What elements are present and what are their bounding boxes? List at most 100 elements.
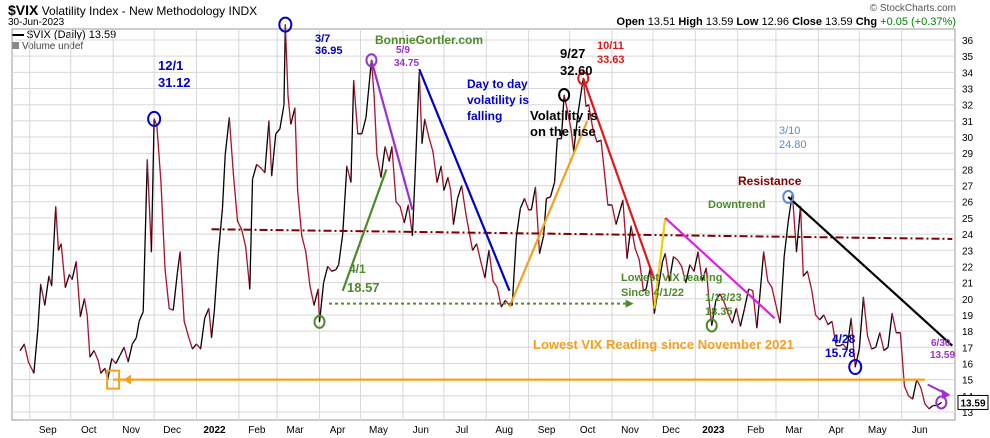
- vix-point: [51, 285, 53, 287]
- vix-point: [715, 299, 717, 301]
- vix-point: [200, 348, 202, 350]
- vix-point: [891, 312, 893, 314]
- vix-segment: [854, 348, 860, 368]
- vix-segment: [164, 269, 170, 309]
- vix-segment: [264, 120, 270, 173]
- x-tick-label: Feb: [747, 425, 765, 436]
- vix-point: [668, 280, 670, 282]
- vix-point: [176, 272, 178, 274]
- vix-segment: [131, 337, 137, 345]
- vix-point: [827, 324, 829, 326]
- vix-point: [127, 361, 129, 363]
- vix-point: [895, 332, 897, 334]
- vix-point: [795, 251, 798, 253]
- annotation-label: 13.59: [930, 350, 955, 361]
- vix-segment: [50, 206, 57, 286]
- marker-square: [106, 369, 121, 390]
- vix-segment: [79, 298, 86, 317]
- vix-point: [217, 252, 219, 255]
- marker-circle: [558, 87, 571, 102]
- vix-segment: [573, 114, 579, 152]
- annotation-label: Since 4/1/22: [621, 287, 684, 299]
- vix-segment: [271, 133, 277, 176]
- vix-segment: [758, 251, 765, 299]
- vix-segment: [208, 308, 213, 338]
- vix-segment: [858, 297, 865, 349]
- vix-segment: [480, 261, 486, 278]
- vix-point: [432, 151, 434, 153]
- vix-segment: [697, 251, 703, 282]
- vix-segment: [611, 204, 617, 225]
- vix-point: [815, 314, 817, 316]
- vix-point: [592, 128, 594, 130]
- y-tick-label: 31: [962, 117, 974, 128]
- vix-point: [638, 259, 640, 261]
- vix-point: [44, 304, 46, 306]
- vix-segment: [287, 96, 292, 125]
- vix-segment: [93, 350, 99, 361]
- vix-point: [731, 322, 733, 324]
- vix-segment: [775, 305, 781, 324]
- vix-segment: [111, 358, 117, 364]
- annotation-label: 33.63: [597, 54, 625, 66]
- vix-segment: [224, 117, 230, 155]
- vix-point: [476, 243, 478, 245]
- annotation-label: Volatility is: [530, 108, 598, 123]
- vix-segment: [519, 198, 526, 209]
- vix-segment: [365, 60, 373, 118]
- vix-segment: [204, 308, 210, 319]
- vix-point: [421, 142, 423, 145]
- vix-point: [384, 146, 386, 148]
- vix-point: [342, 233, 344, 235]
- vix-point: [428, 136, 430, 138]
- open-value: 13.51: [647, 16, 676, 28]
- vix-point: [210, 337, 213, 339]
- vix-point: [353, 79, 355, 82]
- vix-segment: [492, 280, 498, 288]
- vix-segment: [183, 321, 189, 337]
- vix-segment: [771, 287, 777, 306]
- vix-segment: [862, 297, 869, 337]
- chart-title: $VIX Volatility Index - New Methodology …: [8, 2, 257, 18]
- x-tick-label: Jun: [413, 425, 429, 436]
- vix-point: [447, 176, 449, 179]
- legend-series: $VIX (Daily) 13.59: [12, 29, 116, 41]
- vix-segment: [452, 198, 459, 225]
- vix-segment: [191, 343, 197, 350]
- vix-point: [553, 181, 556, 183]
- vix-point: [563, 94, 565, 96]
- x-tick-label: 2022: [203, 425, 226, 436]
- vix-segment: [309, 285, 315, 306]
- vix-point: [301, 235, 303, 237]
- vix-segment: [604, 179, 609, 206]
- vix-segment: [168, 307, 174, 311]
- vix-segment: [626, 225, 632, 259]
- vix-point: [634, 248, 636, 250]
- vix-segment: [142, 159, 148, 312]
- vix-point: [380, 176, 382, 179]
- vix-segment: [331, 269, 337, 272]
- vix-point: [60, 243, 62, 245]
- vix-segment: [284, 24, 289, 97]
- annotation-label: Downtrend: [708, 199, 765, 211]
- vix-segment: [802, 270, 808, 277]
- vix-segment: [806, 271, 813, 290]
- trend-line-purple-fall: [370, 59, 414, 211]
- vix-point: [912, 398, 914, 400]
- vix-segment: [875, 332, 881, 348]
- vix-point: [283, 104, 285, 106]
- vix-point: [111, 358, 113, 360]
- vix-segment: [542, 198, 548, 236]
- vix-point: [488, 249, 490, 251]
- vix-segment: [879, 332, 885, 351]
- y-tick-label: 20: [962, 295, 974, 306]
- vix-segment: [384, 146, 390, 162]
- vix-point: [204, 317, 206, 319]
- vix-point: [86, 314, 88, 316]
- vix-point: [290, 123, 292, 125]
- vix-point: [164, 269, 166, 271]
- vix-point: [346, 165, 348, 167]
- symbol: $VIX: [8, 2, 39, 18]
- vix-point: [661, 260, 664, 263]
- vix-segment: [421, 119, 426, 144]
